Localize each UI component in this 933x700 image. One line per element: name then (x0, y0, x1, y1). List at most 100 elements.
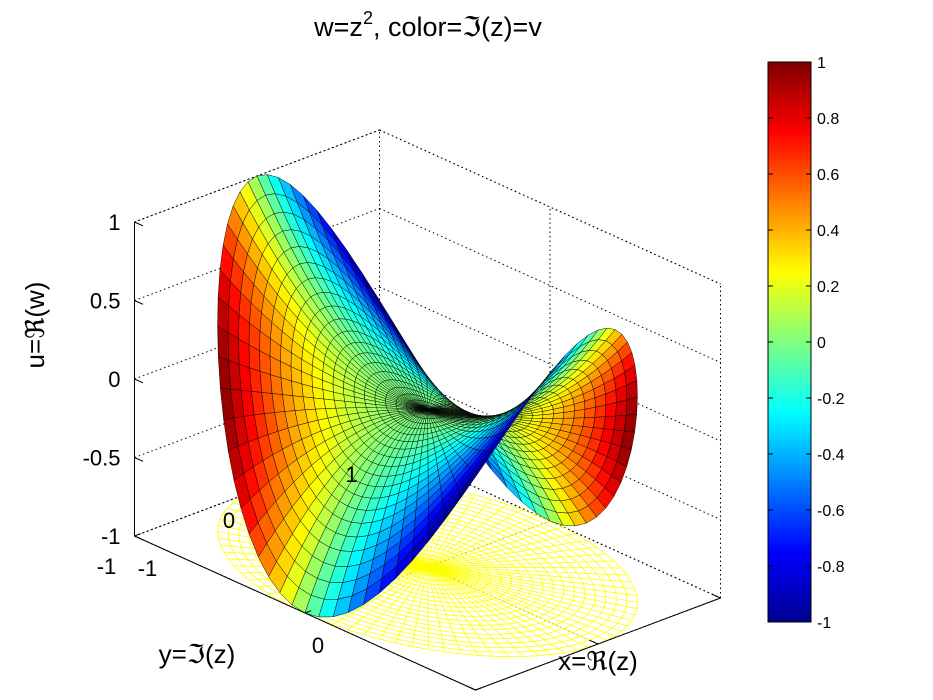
colorbar-tick-label: -0.8 (817, 559, 845, 576)
colorbar-tick-label: 0.6 (817, 167, 839, 184)
floor-spoke (427, 566, 638, 603)
colorbar-tick-label: 0 (817, 335, 826, 352)
floor-spoke (427, 566, 525, 657)
colorbar-tick-label: 1 (817, 55, 826, 72)
floor-spoke (427, 566, 637, 610)
floor-spoke (427, 566, 637, 597)
floor-spoke (427, 566, 616, 637)
z-tick-label: 0.5 (90, 289, 121, 314)
y-tick-mark (589, 639, 599, 645)
surface-patch (270, 374, 283, 395)
floor-spoke (332, 566, 428, 625)
z-tick-mark (134, 378, 144, 384)
floor-spoke (427, 503, 508, 568)
colorbar-tick-label: -0.4 (817, 447, 845, 464)
floor-spoke (427, 560, 615, 568)
grid-line (379, 129, 721, 285)
z-tick-label: 1 (108, 210, 120, 235)
x-tick-mark (475, 687, 482, 691)
chart-title: w=z2, color=ℑ(z)=v (313, 8, 542, 42)
z-axis-label: u=ℜ(w) (20, 282, 50, 369)
x-tick-label: -1 (138, 556, 158, 581)
z-tick-label: -0.5 (83, 446, 121, 471)
x-axis-label: x=ℜ(z) (558, 646, 638, 676)
floor-spoke (363, 566, 428, 635)
floor-spoke (427, 566, 608, 641)
floor-spoke (427, 566, 577, 651)
floor-spoke (427, 509, 523, 568)
surface-patch (603, 415, 617, 430)
surface-patch (323, 398, 336, 409)
floor-spoke (427, 566, 565, 653)
floor-spoke (427, 499, 492, 568)
surface-patch (582, 416, 596, 428)
colorbar-gradient (767, 61, 812, 623)
floor-spoke (427, 533, 576, 568)
z-tick-label: -1 (101, 524, 121, 549)
x-tick-mark (304, 610, 312, 614)
colorbar-tick-label: 0.2 (817, 279, 839, 296)
colorbar-tick-label: -0.6 (817, 503, 845, 520)
colorbar-tick-label: 0.4 (817, 223, 839, 240)
floor-spoke (427, 566, 553, 655)
grid-line (379, 286, 721, 442)
floor-spoke (427, 566, 539, 657)
floor-spoke (427, 526, 564, 568)
z-tick-mark (134, 300, 144, 305)
surface-patch (344, 401, 357, 409)
floor-spoke (427, 494, 476, 568)
floor-spoke (427, 566, 430, 650)
surface-patch (354, 402, 367, 408)
floor-spoke (379, 566, 428, 640)
floor-spoke (427, 566, 622, 569)
surface-patch (572, 417, 585, 427)
surface-patch (624, 413, 637, 433)
floor-spoke (427, 566, 627, 576)
floor-spoke (427, 553, 606, 568)
floor-spoke (427, 566, 599, 645)
z-tick-mark (134, 457, 144, 462)
y-axis-label: y=ℑ(z) (159, 639, 236, 669)
y-tick-label: -1 (97, 554, 117, 579)
surface-plot (217, 174, 638, 618)
surface-patch (541, 418, 554, 424)
floor-spoke (427, 539, 587, 568)
floor-spoke (427, 566, 628, 627)
y-tick-mark (711, 593, 721, 599)
surface-patch (593, 416, 606, 429)
box-edge (379, 129, 721, 285)
surface-patch (334, 399, 347, 409)
floor-spoke (427, 566, 635, 590)
floor-spoke (427, 566, 589, 648)
colorbar-ticks: 1 0.8 0.6 0.4 0.2 0 -0.2 -0.4 -0.6 -0.8 -1 (768, 55, 845, 632)
x-tick-label: 0 (312, 633, 324, 658)
x-tick-mark (134, 533, 141, 537)
surface-patch (313, 397, 326, 410)
floor-spoke (395, 566, 428, 644)
floor-spoke (427, 566, 446, 653)
floor-spoke (427, 514, 537, 568)
surface-patch (561, 417, 575, 426)
floor-spoke (347, 566, 428, 631)
colorbar: 1 0.8 0.6 0.4 0.2 0 -0.2 -0.4 -0.6 -0.8 -1 (767, 55, 845, 632)
title-superscript: 2 (363, 8, 373, 28)
colorbar-tick-label: -1 (817, 615, 831, 632)
z-tick-mark (134, 535, 144, 541)
colorbar-tick-label: 0.8 (817, 111, 839, 128)
colorbar-tick-label: -0.2 (817, 391, 845, 408)
title-suffix: , color=ℑ(z)=v (373, 12, 542, 42)
y-tick-label: 1 (345, 462, 357, 487)
grid-line (379, 365, 721, 520)
floor-spoke (427, 566, 510, 657)
floor-spoke (427, 566, 636, 616)
surface-patch (259, 371, 273, 394)
grid-line (379, 208, 721, 363)
surface-patch (551, 418, 564, 425)
floor-spoke (427, 546, 597, 568)
y-tick-label: 0 (223, 508, 235, 533)
floor-spoke (427, 566, 623, 632)
y-tick-mark (466, 685, 476, 691)
surface-patch (423, 428, 429, 435)
floor-spoke (427, 566, 632, 583)
